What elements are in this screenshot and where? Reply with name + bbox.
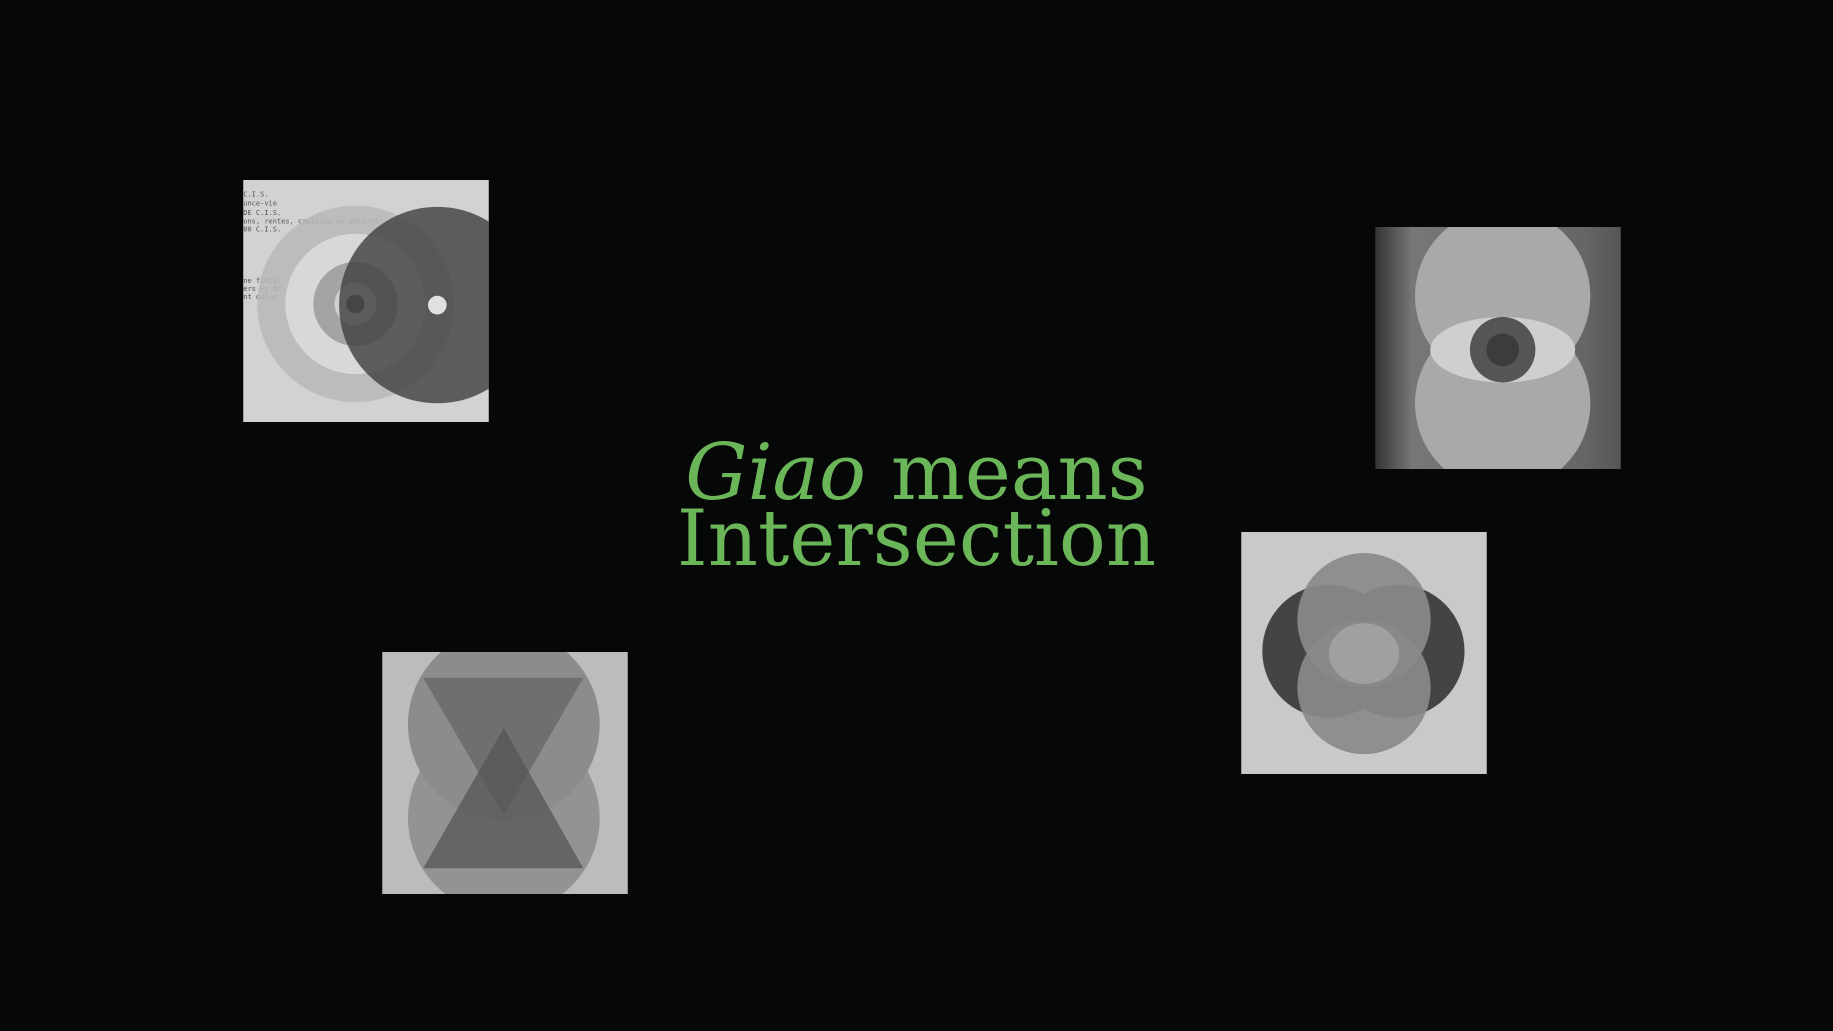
headline-text: means xyxy=(890,428,1148,518)
artwork-circles xyxy=(1241,532,1487,774)
artwork-triangles xyxy=(382,652,628,894)
typed-line: 00 C.I.S. xyxy=(243,224,281,233)
headline: Giao means Intersection xyxy=(0,434,1833,584)
headline-line: Giao means xyxy=(0,434,1833,512)
headline-line: Intersection xyxy=(676,494,1157,584)
typed-line: DE C.I.S. xyxy=(243,208,281,217)
typed-line: unce-vie xyxy=(243,199,277,208)
artwork-eye xyxy=(1375,227,1621,469)
headline-italic: Giao xyxy=(685,428,867,518)
artwork-concentric: C.I.S. unce-vie DE C.I.S. ons, rentes, c… xyxy=(243,180,489,422)
typed-line: C.I.S. xyxy=(243,189,268,198)
